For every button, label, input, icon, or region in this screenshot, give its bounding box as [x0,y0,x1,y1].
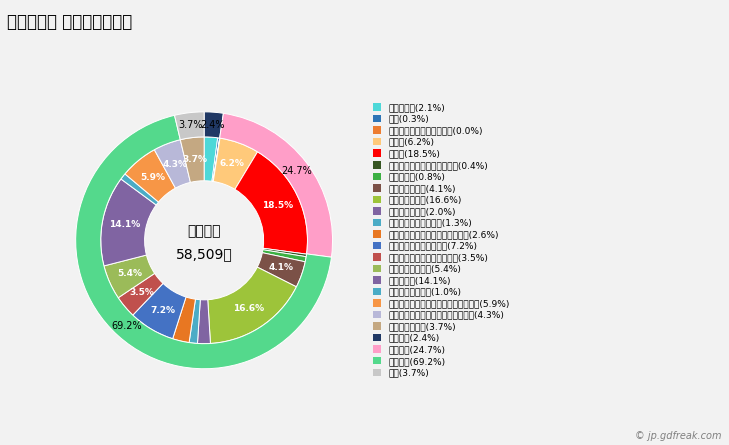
Text: 18.5%: 18.5% [262,201,293,210]
Text: 4.1%: 4.1% [268,263,294,272]
Wedge shape [204,137,218,181]
Wedge shape [125,150,176,202]
Wedge shape [189,299,200,344]
Text: 16.6%: 16.6% [233,304,265,313]
Wedge shape [174,112,204,140]
Text: 69.2%: 69.2% [111,321,141,331]
Wedge shape [121,174,158,205]
Wedge shape [180,137,204,182]
Wedge shape [262,250,306,262]
Wedge shape [208,267,297,344]
Text: 7.2%: 7.2% [150,306,175,315]
Wedge shape [219,113,332,257]
Wedge shape [173,297,195,343]
Text: 3.7%: 3.7% [179,120,203,130]
Text: 2.4%: 2.4% [200,120,225,129]
Text: 24.7%: 24.7% [281,166,312,176]
Wedge shape [212,138,219,182]
Text: 6.2%: 6.2% [219,159,244,168]
Text: 3.5%: 3.5% [129,288,155,297]
Wedge shape [76,115,332,369]
Text: 5.9%: 5.9% [140,173,165,182]
Wedge shape [257,253,305,287]
Wedge shape [198,299,211,344]
Legend: 農業，林業(2.1%), 漁業(0.3%), 鉱業，採石業，砂利採取業(0.0%), 建設業(6.2%), 製造業(18.5%), 電気・ガス・熱供給・水道業(: 農業，林業(2.1%), 漁業(0.3%), 鉱業，採石業，砂利採取業(0.0%… [373,103,510,377]
Text: 就業者数: 就業者数 [187,224,221,238]
Wedge shape [263,248,307,257]
Text: © jp.gdfreak.com: © jp.gdfreak.com [635,431,722,441]
Wedge shape [214,138,257,189]
Wedge shape [155,140,190,188]
Text: 5.4%: 5.4% [117,269,142,278]
Text: ２０２０年 伊勢市の就業者: ２０２０年 伊勢市の就業者 [7,13,133,31]
Text: 4.3%: 4.3% [163,160,187,169]
Text: 14.1%: 14.1% [109,220,140,229]
Wedge shape [235,152,308,254]
Wedge shape [204,112,223,138]
Wedge shape [104,255,155,298]
Wedge shape [213,138,220,182]
Text: 3.7%: 3.7% [182,155,207,164]
Text: 58,509人: 58,509人 [176,247,233,261]
Wedge shape [133,283,186,339]
Wedge shape [118,273,163,315]
Wedge shape [101,179,156,266]
